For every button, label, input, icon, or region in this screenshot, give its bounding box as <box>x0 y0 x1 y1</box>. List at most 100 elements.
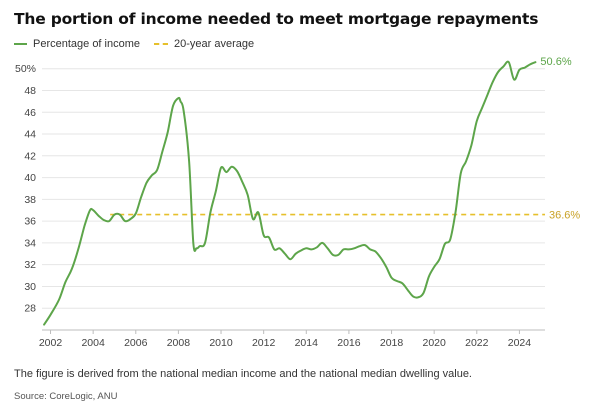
y-axis-ticks: 50% 48 46 44 42 40 38 36 34 32 30 28 <box>15 63 36 315</box>
data-point <box>50 314 52 316</box>
data-point <box>305 248 307 250</box>
legend-item-average: 20-year average <box>154 38 254 50</box>
data-point <box>58 299 60 301</box>
data-point <box>385 266 387 268</box>
chart-note: The figure is derived from the national … <box>14 368 472 380</box>
data-point <box>274 249 276 251</box>
y-tick-label: 44 <box>24 129 36 141</box>
data-point <box>439 258 441 260</box>
data-point <box>407 289 409 291</box>
y-tick-label: 36 <box>24 216 36 228</box>
data-point <box>180 101 182 103</box>
data-point <box>130 218 132 220</box>
data-point <box>124 220 126 222</box>
data-point <box>417 297 419 299</box>
data-point <box>236 170 238 172</box>
data-point <box>242 181 244 183</box>
data-point <box>391 277 393 279</box>
data-point <box>290 258 292 260</box>
data-point <box>497 71 499 73</box>
y-tick-label: 48 <box>24 85 36 97</box>
y-tick-label: 38 <box>24 194 36 206</box>
data-point <box>119 214 121 216</box>
x-tick-label: 2022 <box>465 337 489 349</box>
legend-swatch-series <box>14 43 27 45</box>
data-point <box>316 246 318 248</box>
data-point <box>343 249 345 251</box>
data-point <box>196 248 198 250</box>
data-point <box>268 237 270 239</box>
x-tick-label: 2008 <box>167 337 191 349</box>
data-point <box>460 172 462 174</box>
x-tick-label: 2012 <box>252 337 276 349</box>
data-point <box>359 245 361 247</box>
data-point <box>108 220 110 222</box>
data-point <box>524 67 526 69</box>
data-point <box>364 244 366 246</box>
data-point <box>252 218 254 220</box>
data-point <box>428 276 430 278</box>
data-point <box>535 61 537 63</box>
data-point <box>204 242 206 244</box>
x-tick-label: 2018 <box>380 337 404 349</box>
data-point <box>258 212 260 214</box>
data-point <box>508 61 510 63</box>
y-tick-label: 50% <box>15 63 36 75</box>
data-point <box>327 248 329 250</box>
data-point <box>114 214 116 216</box>
data-point <box>433 266 435 268</box>
x-axis-ticks: 2002 2004 2006 2008 2010 2012 2014 2016 2018 2020… <box>39 330 531 349</box>
data-point <box>295 253 297 255</box>
data-point <box>151 175 153 177</box>
data-point <box>226 171 228 173</box>
data-point <box>396 280 398 282</box>
data-point <box>348 249 350 251</box>
data-point <box>167 131 169 133</box>
data-point <box>369 249 371 251</box>
data-point <box>231 166 233 168</box>
y-tick-label: 34 <box>24 237 36 249</box>
y-tick-label: 32 <box>24 259 36 271</box>
x-tick-label: 2024 <box>508 337 532 349</box>
chart-title: The portion of income needed to meet mor… <box>14 10 539 28</box>
data-point <box>444 243 446 245</box>
data-point <box>519 69 521 71</box>
data-point <box>84 225 86 227</box>
data-point <box>476 120 478 122</box>
data-point <box>140 196 142 198</box>
data-point <box>380 257 382 259</box>
data-point <box>412 295 414 297</box>
data-point <box>321 242 323 244</box>
data-point <box>300 250 302 252</box>
data-point <box>465 160 467 162</box>
legend-swatch-average <box>154 43 169 45</box>
data-point <box>215 191 217 193</box>
x-tick-label: 2002 <box>39 337 63 349</box>
data-point <box>247 194 249 196</box>
data-point <box>481 107 483 109</box>
data-point <box>492 81 494 83</box>
data-point <box>487 94 489 96</box>
data-point <box>455 212 457 214</box>
data-point <box>71 268 73 270</box>
data-point <box>98 215 100 217</box>
data-point <box>401 282 403 284</box>
data-point <box>199 245 201 247</box>
x-tick-label: 2016 <box>337 337 361 349</box>
data-point <box>89 209 91 211</box>
y-tick-label: 46 <box>24 107 36 119</box>
data-point <box>210 212 212 214</box>
data-point <box>353 248 355 250</box>
data-point <box>156 169 158 171</box>
data-point <box>188 160 190 162</box>
legend-label-series: Percentage of income <box>33 38 141 50</box>
data-point <box>92 209 94 211</box>
legend-item-series: Percentage of income <box>14 38 140 50</box>
data-point <box>183 110 185 112</box>
x-tick-label: 2004 <box>81 337 105 349</box>
data-point <box>332 254 334 256</box>
data-point <box>513 79 515 81</box>
data-point <box>284 253 286 255</box>
series-line-percentage-of-income <box>43 60 537 326</box>
